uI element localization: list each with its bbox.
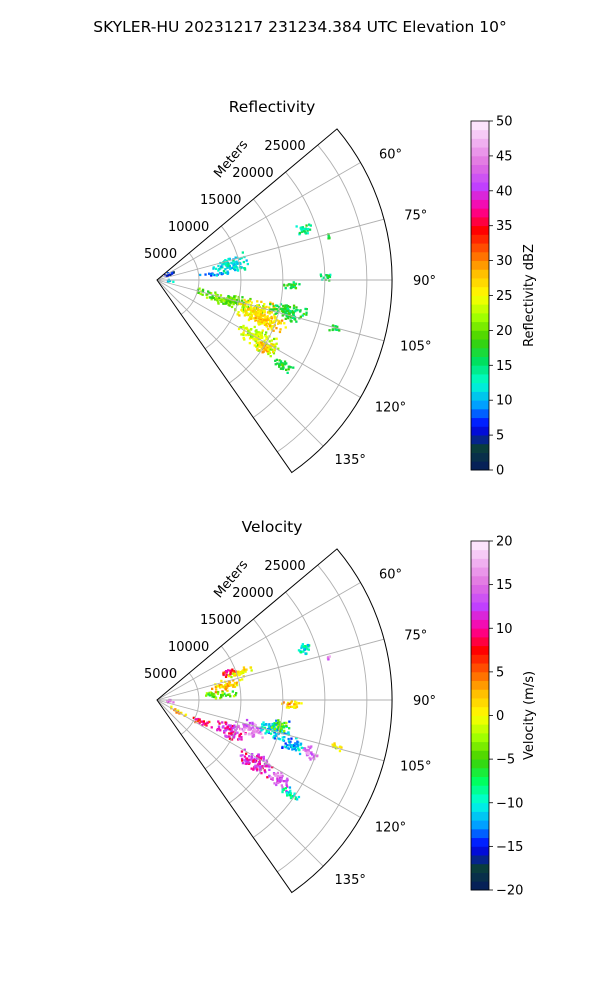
range-tick-label: 10000	[168, 640, 209, 655]
range-tick-label: 25000	[264, 139, 305, 154]
range-tick-label: 15000	[200, 193, 241, 208]
azimuth-tick-label: 60°	[379, 147, 402, 162]
range-tick-label: 5000	[144, 247, 177, 262]
polar-grid	[156, 144, 392, 453]
echo-cell-7	[239, 748, 274, 779]
colorbar-tick-label: 30	[496, 254, 513, 269]
colorbar-label: Reflectivity dBZ	[522, 244, 537, 347]
azimuth-tick-label: 105°	[400, 760, 431, 775]
range-tick-label: 10000	[168, 220, 209, 235]
azimuth-tick-label: 75°	[404, 628, 427, 643]
azimuth-tick-label: 135°	[335, 873, 366, 888]
colorbar: −20 −15 −10 −5 0 5 10 15 20 Velocity (m/s)	[470, 535, 537, 899]
colorbar-tick-label: 5	[496, 429, 504, 444]
colorbar-tick-label: −5	[496, 753, 515, 768]
colorbar-tick-label: −10	[496, 796, 523, 811]
colorbar-label: Velocity (m/s)	[522, 671, 537, 760]
echo-cell-5	[281, 736, 305, 756]
colorbar-tick-label: 25	[496, 289, 513, 304]
colorbar-tick-label: 45	[496, 149, 513, 164]
colorbar-tick-label: 10	[496, 394, 513, 409]
echo-cell-8	[199, 271, 230, 277]
colorbar-tick-label: −15	[496, 840, 523, 855]
colorbar: 0 5 10 15 20 25 30 35 40 45 50 Reflectivity dBZ	[470, 115, 537, 479]
colorbar-tick-label: 15	[496, 578, 513, 593]
radar-panel-0: Reflectivity60°75°90°105°120°135°5000100…	[144, 98, 537, 479]
radar-panel-1: Velocity 60° 75° 90° 105° 120° 135° 5000 10000 15…	[144, 518, 537, 899]
range-tick-label: 20000	[232, 586, 273, 601]
azimuth-tick-label: 135°	[335, 453, 366, 468]
polar-grid	[156, 564, 392, 873]
echo-cell-7	[212, 251, 249, 274]
echo-cell-2	[247, 311, 287, 334]
echo-cell-13	[205, 690, 238, 700]
colorbar-tick-label: 40	[496, 184, 513, 199]
colorbar-tick-label: 50	[496, 115, 513, 130]
colorbar-tick-label: 20	[496, 535, 513, 550]
azimuth-tick-label: 120°	[375, 401, 406, 416]
range-tick-label: 5000	[144, 667, 177, 682]
echo-cell-6	[274, 358, 295, 374]
echo-cell-9	[295, 223, 312, 236]
echo-cell-16	[281, 700, 303, 709]
sector-outline	[156, 128, 393, 474]
panel-title: Reflectivity	[229, 98, 316, 116]
azimuth-tick-label: 120°	[375, 821, 406, 836]
azimuth-tick-label: 90°	[413, 694, 436, 709]
echo-cell-15	[326, 655, 331, 661]
colorbar-tick-label: −20	[496, 884, 523, 899]
echo-cell-15	[166, 278, 175, 283]
echo-cell-9	[281, 786, 301, 801]
sector-outline	[156, 548, 393, 894]
echo-cell-13	[328, 324, 341, 332]
colorbar-tick-label: 20	[496, 324, 513, 339]
echo-cell-12	[282, 281, 301, 290]
range-tick-label: 20000	[232, 166, 273, 181]
radar-echo-cells	[164, 223, 341, 374]
colorbar-tick-label: 35	[496, 219, 513, 234]
colorbar-tick-label: 0	[496, 709, 504, 724]
azimuth-tick-label: 60°	[379, 567, 402, 582]
panel-title: Velocity	[242, 518, 303, 536]
colorbar-tick-label: 10	[496, 622, 513, 637]
figure-title: SKYLER-HU 20231217 231234.384 UTC Elevat…	[93, 18, 507, 36]
radar-echo-cells	[166, 643, 343, 801]
colorbar-tick-label: 15	[496, 359, 513, 374]
echo-cell-3	[233, 718, 264, 739]
echo-cell-14	[297, 643, 311, 656]
colorbar-tick-label: 5	[496, 665, 504, 680]
echo-cell-3	[268, 303, 308, 323]
azimuth-tick-label: 90°	[413, 274, 436, 289]
range-tick-label: 15000	[200, 613, 241, 628]
azimuth-tick-label: 105°	[400, 340, 431, 355]
range-tick-label: 25000	[264, 559, 305, 574]
azimuth-tick-label: 75°	[404, 208, 427, 223]
colorbar-tick-label: 0	[496, 464, 504, 479]
echo-cell-2	[216, 720, 247, 741]
